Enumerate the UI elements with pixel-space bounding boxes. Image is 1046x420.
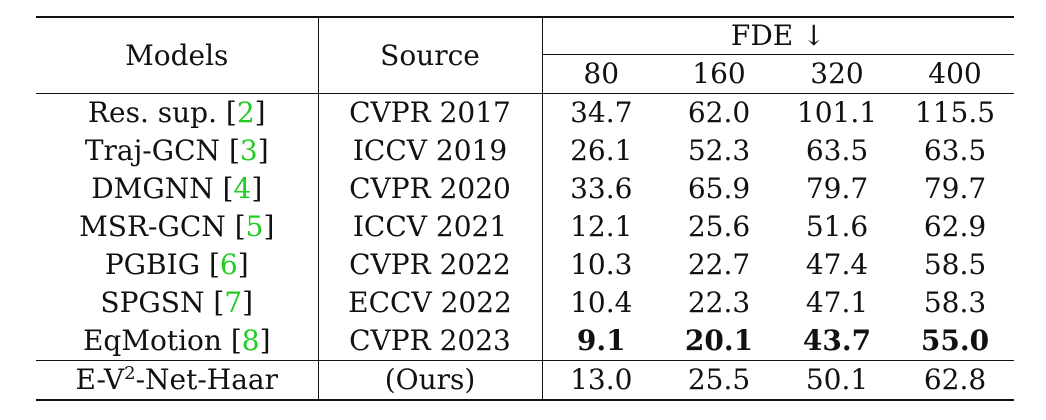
value-cell: 115.5 (914, 96, 996, 129)
model-name: Traj-GCN (84, 134, 221, 167)
citation-link[interactable]: 3 (239, 134, 258, 167)
fde-results-table: Models Source FDE ↓ 80 160 320 400 Res. … (36, 16, 1015, 401)
value-cell: 52.3 (687, 134, 751, 167)
value-cell: 22.7 (687, 248, 751, 281)
table-row: DMGNN [4] CVPR 2020 33.6 65.9 79.7 79.7 (36, 170, 1014, 208)
source-cell: CVPR 2017 (318, 93, 543, 132)
model-cell: DMGNN [4] (36, 170, 319, 208)
ours-model-cell: E-V2-Net-Haar (36, 360, 319, 400)
table-row: Traj-GCN [3] ICCV 2019 26.1 52.3 63.5 63… (36, 132, 1014, 170)
ours-name-prefix: E-V (75, 363, 125, 396)
value-cell: 62.9 (923, 210, 987, 243)
horizon-header: 320 (810, 57, 864, 90)
value-cell: 58.3 (923, 286, 987, 319)
value-cell: 63.5 (805, 134, 869, 167)
model-name: DMGNN (91, 172, 214, 205)
best-value-cell: 55.0 (920, 324, 990, 357)
best-value-cell: 20.1 (684, 324, 754, 357)
value-cell: 79.7 (923, 172, 987, 205)
best-value-cell: 9.1 (576, 324, 626, 357)
citation-link[interactable]: 2 (236, 96, 255, 129)
fde-label: FDE (730, 19, 794, 52)
source-cell: ICCV 2021 (318, 208, 543, 246)
header-row-2: 80 160 320 400 (36, 55, 1014, 94)
value-cell: 51.6 (805, 210, 869, 243)
source-cell: ECCV 2022 (318, 284, 543, 322)
models-header: Models (36, 17, 319, 94)
value-cell: 79.7 (805, 172, 869, 205)
citation-link[interactable]: 4 (233, 172, 252, 205)
value-cell: 33.6 (570, 172, 633, 205)
value-cell: 22.3 (687, 286, 751, 319)
model-cell: EqMotion [8] (36, 322, 319, 361)
value-cell: 10.3 (570, 248, 633, 281)
horizon-header: 80 (583, 57, 620, 90)
ours-row: E-V2-Net-Haar (Ours) 13.0 25.5 50.1 62.8 (36, 360, 1015, 400)
value-cell: 34.7 (570, 96, 633, 129)
table-body: Res. sup. [2] CVPR 2017 34.7 62.0 101.1 … (36, 93, 1015, 400)
table-row: PGBIG [6] CVPR 2022 10.3 22.7 47.4 58.5 (36, 246, 1014, 284)
citation-link[interactable]: 6 (219, 248, 238, 281)
ours-value-cell: 62.8 (923, 363, 987, 396)
value-cell: 62.0 (687, 96, 751, 129)
citation-link[interactable]: 8 (241, 324, 260, 357)
value-cell: 58.5 (923, 248, 987, 281)
citation-link[interactable]: 5 (245, 210, 264, 243)
value-cell: 47.1 (805, 286, 869, 319)
horizon-header: 400 (928, 57, 982, 90)
model-name: SPGSN (100, 286, 205, 319)
ours-name-superscript: 2 (124, 363, 136, 384)
down-arrow-icon: ↓ (802, 19, 826, 52)
value-cell: 25.6 (687, 210, 751, 243)
model-name: PGBIG (104, 248, 201, 281)
model-cell: Traj-GCN [3] (36, 132, 319, 170)
source-cell: CVPR 2023 (318, 322, 543, 361)
source-cell: CVPR 2020 (318, 170, 543, 208)
model-cell: PGBIG [6] (36, 246, 319, 284)
model-cell: MSR-GCN [5] (36, 208, 319, 246)
horizon-header: 160 (692, 57, 746, 90)
table-row: Res. sup. [2] CVPR 2017 34.7 62.0 101.1 … (36, 93, 1015, 132)
table-row: SPGSN [7] ECCV 2022 10.4 22.3 47.1 58.3 (36, 284, 1014, 322)
ours-source-cell: (Ours) (318, 360, 543, 400)
fde-header: FDE ↓ (542, 17, 1015, 55)
value-cell: 12.1 (570, 210, 633, 243)
value-cell: 10.4 (570, 286, 633, 319)
ours-value-cell: 13.0 (570, 363, 633, 396)
ours-value-cell: 50.1 (805, 363, 869, 396)
value-cell: 47.4 (805, 248, 869, 281)
value-cell: 26.1 (570, 134, 633, 167)
source-header: Source (318, 17, 543, 94)
best-value-cell: 43.7 (802, 324, 872, 357)
header-row-1: Models Source FDE ↓ (36, 17, 1015, 94)
table-header: Models Source FDE ↓ 80 160 320 400 (36, 17, 1015, 94)
value-cell: 101.1 (796, 96, 878, 129)
citation-link[interactable]: 7 (224, 286, 243, 319)
value-cell: 65.9 (687, 172, 751, 205)
table-row: EqMotion [8] CVPR 2023 9.1 20.1 43.7 55.… (36, 322, 1014, 361)
model-cell: SPGSN [7] (36, 284, 319, 322)
model-name: EqMotion (82, 324, 222, 357)
ours-name-suffix: -Net-Haar (135, 363, 278, 396)
source-cell: CVPR 2022 (318, 246, 543, 284)
table-row: MSR-GCN [5] ICCV 2021 12.1 25.6 51.6 62.… (36, 208, 1014, 246)
value-cell: 63.5 (923, 134, 987, 167)
model-name: Res. sup. (87, 96, 217, 129)
source-cell: ICCV 2019 (318, 132, 543, 170)
results-table-container: Models Source FDE ↓ 80 160 320 400 Res. … (36, 16, 1015, 401)
model-cell: Res. sup. [2] (36, 93, 319, 132)
ours-value-cell: 25.5 (687, 363, 751, 396)
model-name: MSR-GCN (79, 210, 226, 243)
